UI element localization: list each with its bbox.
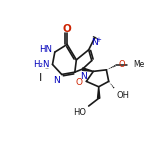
Polygon shape — [82, 68, 93, 71]
Text: N: N — [80, 72, 87, 81]
Text: I: I — [39, 73, 43, 83]
Text: N: N — [54, 76, 60, 85]
Text: +: + — [95, 37, 101, 43]
Text: HO: HO — [73, 108, 86, 117]
Text: ⁻: ⁻ — [45, 66, 49, 74]
Text: HN: HN — [39, 45, 52, 54]
Text: O: O — [119, 60, 125, 69]
Text: Me: Me — [133, 60, 145, 69]
Text: N: N — [91, 38, 98, 47]
Text: O: O — [63, 24, 71, 34]
Text: H₂N: H₂N — [33, 60, 49, 69]
Text: O: O — [76, 78, 83, 87]
Polygon shape — [98, 87, 100, 98]
Text: OH: OH — [116, 91, 129, 100]
